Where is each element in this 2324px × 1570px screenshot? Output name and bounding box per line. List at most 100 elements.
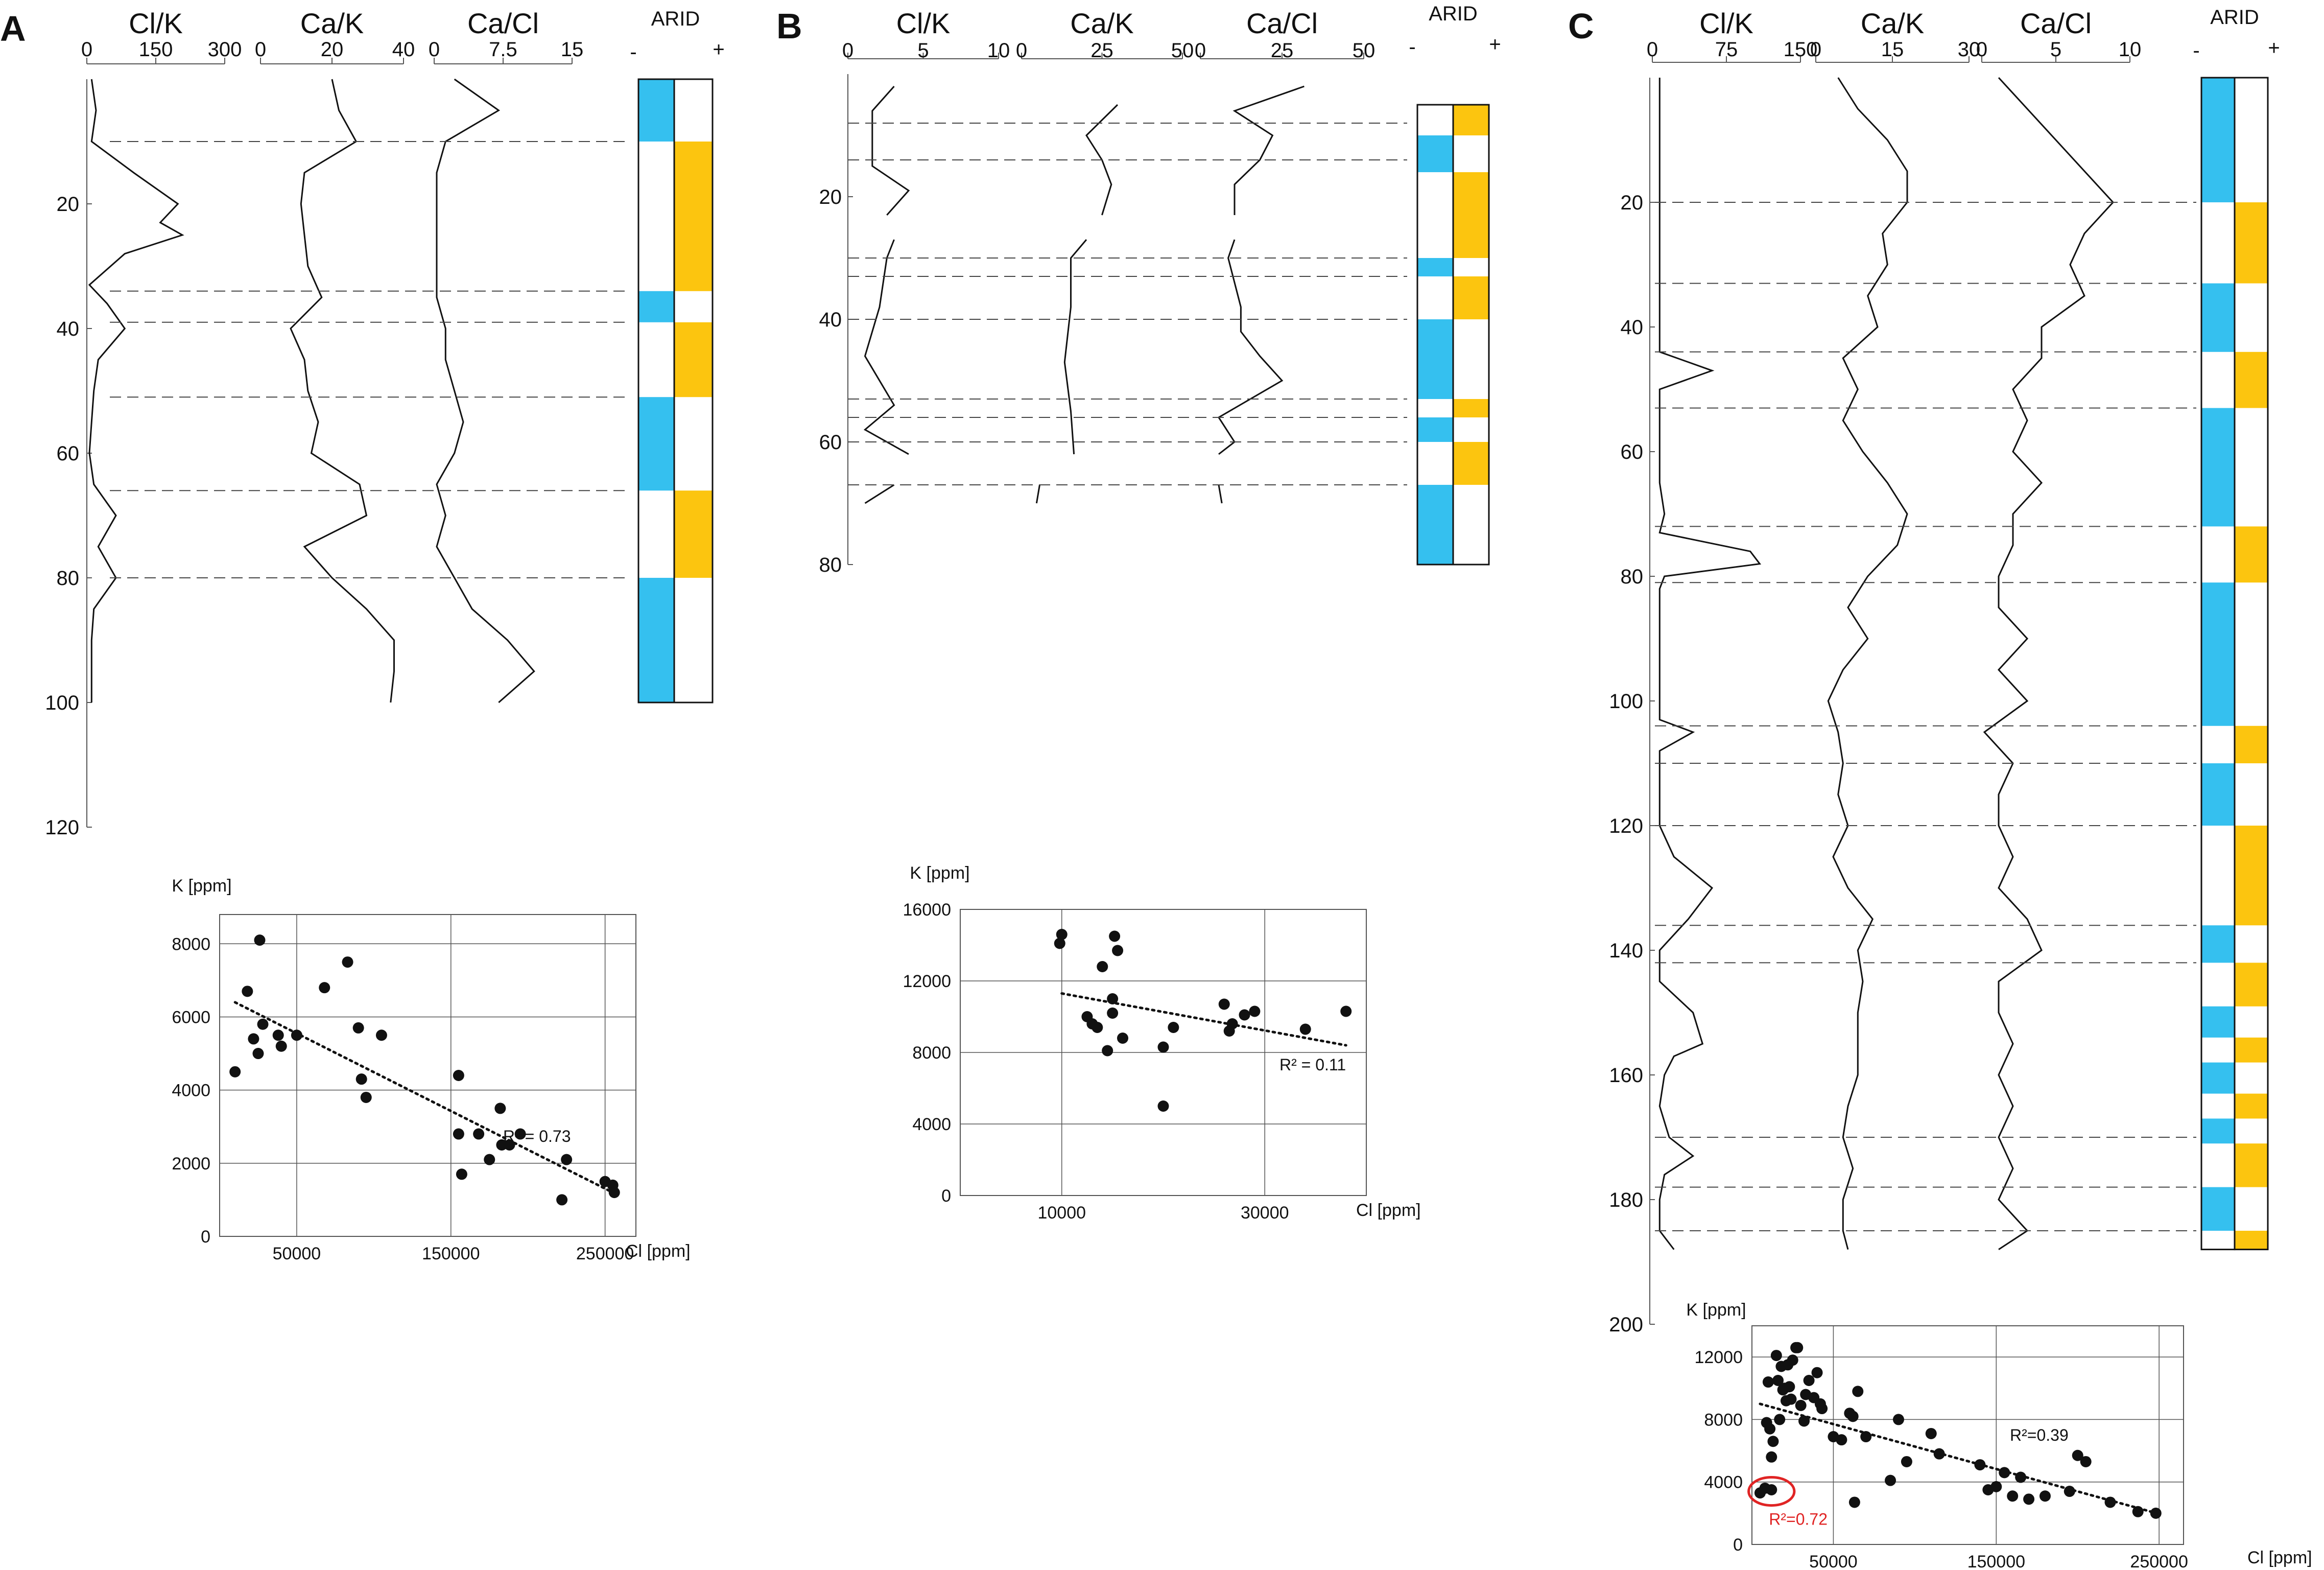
arid-interval: [2235, 352, 2268, 408]
scatter-point: [1860, 1431, 1872, 1443]
ratio-tick-label: 40: [392, 38, 415, 61]
depth-tick-label: 180: [1609, 1189, 1643, 1211]
humid-interval: [2201, 925, 2235, 963]
scatter-point: [1792, 1342, 1804, 1353]
scatter-point: [1107, 1007, 1119, 1019]
scatter-point: [453, 1070, 464, 1081]
ratio-profile-line: [864, 484, 895, 504]
scatter-point: [1852, 1386, 1864, 1397]
scatter-point: [252, 1048, 264, 1060]
ratio-profile-line: [1218, 484, 1223, 504]
humid-interval: [2201, 408, 2235, 527]
ratio-header: Ca/Cl: [2020, 7, 2092, 39]
humid-interval: [2201, 283, 2235, 352]
scatter-ytick-label: 0: [941, 1186, 951, 1206]
ratio-tick-label: 0: [1810, 38, 1821, 61]
scatter-point: [319, 982, 330, 994]
arid-minus-label: -: [1409, 36, 1415, 58]
arid-interval: [2235, 1231, 2268, 1250]
ratio-profile-line: [1217, 239, 1284, 455]
scatter-point: [1218, 998, 1230, 1010]
ratio-profile-line: [1232, 85, 1305, 215]
scatter-xtick-label: 150000: [422, 1244, 480, 1263]
depth-tick-label: 60: [57, 442, 80, 465]
arid-plus-label: +: [2268, 37, 2280, 59]
ratio-tick-label: 5: [917, 39, 929, 62]
scatter-ytick-label: 12000: [1694, 1348, 1743, 1367]
ratio-tick-label: 0: [429, 38, 440, 61]
scatter-point: [291, 1029, 302, 1041]
scatter-point: [1766, 1451, 1777, 1463]
scatter-point: [556, 1194, 568, 1206]
humid-interval: [1417, 319, 1453, 399]
arid-column-frame: [2234, 77, 2269, 1251]
scatter-point: [608, 1187, 620, 1199]
scatter-ytick-label: 0: [1733, 1535, 1743, 1555]
panel-b: B 20 40 60 80 Cl/K 0 5 10 Ca/K 0 25 50 Ca/Cl 0 25 50 ARID…: [776, 3, 1501, 1223]
depth-tick-label: 60: [1621, 441, 1644, 463]
humid-interval: [1417, 417, 1453, 442]
ratio-header: Ca/K: [300, 7, 364, 39]
panel-label: A: [0, 9, 26, 49]
scatter-point: [1816, 1403, 1828, 1415]
scatter-point: [1774, 1414, 1786, 1425]
scatter-ylabel: K [ppm]: [1686, 1300, 1746, 1320]
ratio-tick-label: 30: [1958, 38, 1981, 61]
arid-interval: [1453, 276, 1489, 319]
scatter-point: [1787, 1354, 1798, 1366]
humid-interval: [638, 578, 674, 702]
scatter-point: [2132, 1506, 2144, 1517]
scatter-frame: [219, 914, 636, 1237]
highlight-ellipse: [1747, 1476, 1796, 1507]
ratio-tick-label: 150: [139, 38, 173, 61]
depth-tick-label: 20: [1621, 192, 1644, 214]
arid-interval: [2235, 963, 2268, 1006]
humid-interval: [638, 397, 674, 491]
arid-column-frame: [673, 78, 714, 704]
ratio-tick-label: 0: [1647, 38, 1658, 61]
scatter-point: [1766, 1484, 1777, 1495]
depth-tick-label: 20: [819, 186, 842, 208]
ratio-profile-line: [863, 239, 909, 455]
scatter-point: [1157, 1100, 1169, 1112]
ratio-tick-label: 25: [1090, 39, 1113, 62]
scatter-trendline: [233, 1001, 614, 1194]
arid-interval: [2235, 1143, 2268, 1187]
scatter-point: [1785, 1393, 1797, 1405]
arid-interval: [674, 490, 713, 578]
scatter-point: [1933, 1448, 1945, 1460]
scatter-point: [2015, 1471, 2027, 1483]
ratio-header: Ca/K: [1861, 7, 1925, 39]
ratio-profile-line: [1658, 78, 1762, 1250]
ratio-tick-label: 25: [1271, 39, 1294, 62]
depth-tick-label: 40: [1621, 316, 1644, 339]
scatter-ytick-label: 4000: [912, 1115, 951, 1134]
ratio-profile-line: [290, 79, 395, 703]
depth-tick-label: 100: [45, 692, 79, 714]
arid-label: ARID: [651, 8, 700, 30]
ratio-header: Cl/K: [1699, 7, 1753, 39]
scatter-point: [1803, 1375, 1815, 1386]
arid-label: ARID: [1429, 3, 1478, 25]
scatter-xtick-label: 10000: [1037, 1203, 1086, 1223]
scatter-point: [248, 1033, 259, 1045]
scatter-point: [1102, 1045, 1113, 1057]
ratio-profile-line: [436, 78, 535, 704]
scatter-point: [1117, 1033, 1128, 1044]
ratio-tick-label: 10: [2119, 38, 2142, 61]
humid-interval: [2201, 582, 2235, 726]
scatter-ytick-label: 4000: [172, 1081, 210, 1100]
scatter-ytick-label: 16000: [903, 900, 951, 920]
ratio-profile-line: [88, 79, 184, 702]
ratio-header: Ca/Cl: [467, 7, 539, 39]
scatter-trendline: [1759, 1402, 2152, 1513]
scatter-point: [257, 1018, 269, 1030]
scatter-xlabel: Cl [ppm]: [2247, 1548, 2312, 1567]
scatter-point: [1795, 1399, 1807, 1411]
arid-interval: [1453, 105, 1489, 135]
humid-interval: [2201, 1118, 2235, 1144]
ratio-tick-label: 0: [255, 38, 266, 61]
scatter-point: [1901, 1456, 1912, 1467]
scatter-point: [1770, 1350, 1782, 1362]
arid-interval: [2235, 826, 2268, 926]
